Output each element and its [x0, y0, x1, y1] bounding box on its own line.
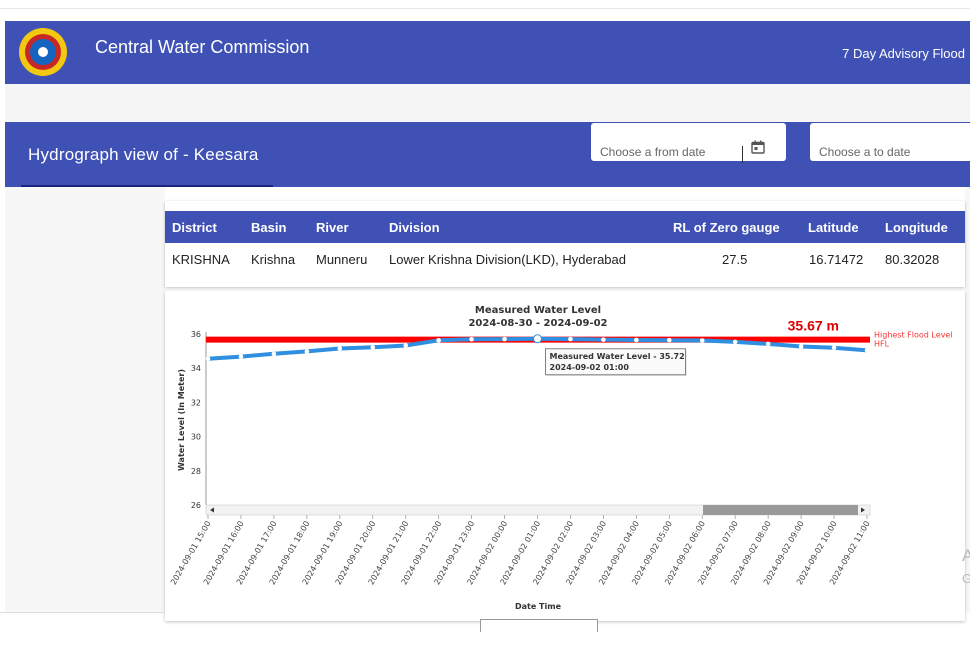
data-point[interactable] — [238, 354, 244, 359]
y-tick-label: 28 — [191, 467, 201, 476]
data-point[interactable] — [765, 341, 771, 347]
to-date-field[interactable]: Choose a to date — [810, 123, 970, 161]
column-header-latitude: Latitude — [808, 220, 859, 235]
cwc-logo — [19, 28, 67, 76]
data-point[interactable] — [634, 337, 639, 343]
spacer-band — [5, 84, 970, 122]
cell-basin: Krishna — [251, 252, 296, 267]
series-group — [205, 334, 870, 362]
data-point[interactable] — [205, 356, 211, 362]
station-info-card: District Basin River Division RL of Zero… — [165, 201, 965, 287]
hydrograph-chart: Measured Water Level 2024-08-30 - 2024-0… — [169, 305, 953, 611]
from-date-field[interactable]: Choose a from date — [591, 123, 786, 163]
cell-district: KRISHNA — [172, 252, 230, 267]
column-header-longitude: Longitude — [885, 220, 948, 235]
y-tick-label: 26 — [191, 501, 201, 510]
cell-latitude: 16.71472 — [809, 252, 864, 267]
tooltip-series-text: Measured Water Level - 35.72 — [550, 352, 685, 361]
column-header-division: Division — [389, 220, 440, 235]
hydrograph-chart-card: Measured Water Level 2024-08-30 - 2024-0… — [165, 291, 965, 621]
data-point[interactable] — [568, 336, 573, 342]
y-tick-label: 36 — [191, 330, 201, 339]
tooltip-group: Measured Water Level - 35.72 2024-09-02 0… — [545, 348, 687, 376]
side-panel — [5, 187, 165, 612]
tooltip-box — [545, 348, 686, 376]
cell-division: Lower Krishna Division(LKD), Hyderabad — [389, 252, 626, 267]
scrollbar-thumb[interactable] — [703, 505, 858, 515]
scrollbar-track[interactable] — [205, 504, 871, 516]
top-strip — [0, 0, 970, 9]
scroll-left-icon[interactable] — [210, 507, 214, 513]
cell-river: Munneru — [316, 252, 368, 267]
side-panel-right — [965, 187, 970, 612]
column-header-rl-zero-gauge: RL of Zero gauge — [673, 220, 780, 235]
data-point[interactable] — [798, 344, 804, 349]
cell-longitude: 80.32028 — [885, 252, 940, 267]
y-tick-labels: 36 34 32 30 28 26 — [191, 330, 201, 510]
page-title[interactable]: Hydrograph view of - Keesara — [28, 145, 259, 164]
data-point[interactable] — [699, 338, 705, 343]
tab-indicator — [21, 185, 273, 187]
data-point[interactable] — [864, 348, 870, 353]
data-point[interactable] — [533, 334, 542, 344]
column-header-basin: Basin — [251, 220, 287, 235]
chart-subtitle: 2024-08-30 - 2024-09-02 — [468, 318, 607, 329]
advisory-link[interactable]: 7 Day Advisory Flood — [842, 46, 965, 61]
data-point[interactable] — [403, 343, 408, 348]
divider — [0, 612, 165, 613]
y-tick-label: 32 — [191, 398, 201, 407]
hfl-legend-label: Highest Flood Level — [874, 331, 953, 340]
data-point[interactable] — [469, 337, 474, 342]
hfl-short-label: HFL — [874, 340, 890, 349]
y-axis-label: Water Level (In Meter) — [177, 369, 186, 471]
y-tick-label: 30 — [191, 433, 201, 442]
data-point[interactable] — [436, 338, 441, 343]
scroll-right-icon[interactable] — [861, 507, 865, 513]
chart-title: Measured Water Level — [475, 305, 601, 316]
data-point[interactable] — [732, 339, 738, 345]
calendar-icon[interactable] — [751, 140, 765, 154]
data-point[interactable] — [601, 337, 606, 342]
from-date-placeholder: Choose a from date — [600, 145, 706, 159]
to-date-placeholder: Choose a to date — [819, 145, 911, 159]
hfl-value-label: 35.67 m — [788, 318, 839, 334]
y-tick-label: 34 — [191, 364, 201, 373]
table-header: District Basin River Division RL of Zero… — [165, 211, 965, 243]
data-point[interactable] — [831, 345, 837, 350]
table-row: KRISHNA Krishna Munneru Lower Krishna Di… — [165, 243, 965, 279]
input-cursor — [742, 146, 743, 163]
column-header-river: River — [316, 220, 349, 235]
data-point[interactable] — [337, 346, 343, 351]
scrollbar[interactable] — [205, 504, 871, 516]
hydrograph-header: Hydrograph view of - Keesara Choose a fr… — [5, 122, 970, 187]
app-header: Central Water Commission 7 Day Advisory … — [5, 21, 970, 84]
data-point[interactable] — [271, 351, 277, 357]
app-title: Central Water Commission — [95, 37, 310, 57]
data-point[interactable] — [304, 349, 310, 354]
data-point[interactable] — [502, 336, 507, 342]
x-axis-label: Date Time — [515, 602, 562, 611]
tooltip-x-text: 2024-09-02 01:00 — [550, 363, 630, 372]
column-header-district: District — [172, 220, 217, 235]
watermark-letter-g: G — [962, 571, 970, 586]
data-point[interactable] — [370, 345, 376, 350]
cell-rl-zero-gauge: 27.5 — [722, 252, 748, 267]
bottom-control[interactable] — [480, 619, 598, 632]
data-point[interactable] — [667, 337, 672, 343]
watermark-letter-a: A — [962, 546, 970, 565]
